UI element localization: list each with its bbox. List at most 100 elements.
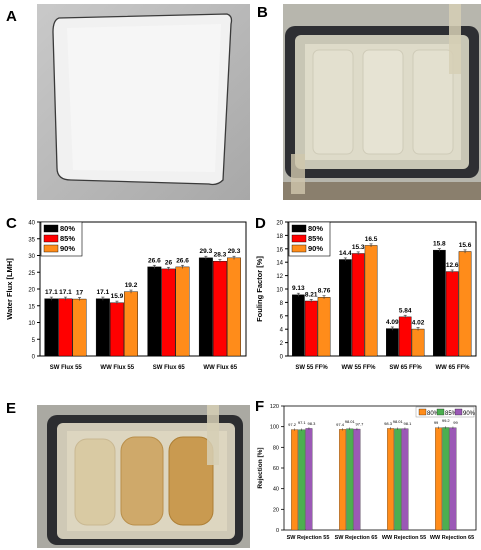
bar-1 bbox=[339, 259, 352, 357]
data-label: 9.13 bbox=[292, 285, 305, 292]
y-tick-label: 0 bbox=[276, 528, 279, 534]
data-label: 97.4 bbox=[336, 422, 345, 427]
data-label: 5.84 bbox=[399, 307, 412, 314]
data-label: 26 bbox=[165, 259, 173, 266]
bar-2 bbox=[445, 271, 459, 357]
photo-b-module bbox=[283, 4, 481, 200]
y-tick-label: 12 bbox=[276, 274, 283, 280]
y-tick-label: 20 bbox=[276, 221, 283, 227]
data-label: 15.3 bbox=[352, 244, 365, 251]
bar-1 bbox=[95, 298, 110, 357]
bar-3 bbox=[175, 266, 190, 357]
y-axis-label: Rejection [%] bbox=[257, 447, 264, 488]
data-label: 15.6 bbox=[459, 242, 472, 249]
data-label: 98.3 bbox=[308, 421, 317, 426]
data-label: 26.6 bbox=[148, 257, 161, 264]
y-tick-label: 20 bbox=[273, 507, 279, 513]
bar-2 bbox=[442, 427, 450, 531]
y-tick-label: 4 bbox=[280, 328, 284, 334]
bar-3 bbox=[353, 428, 361, 531]
legend-swatch-2 bbox=[291, 234, 307, 243]
y-tick-label: 2 bbox=[280, 341, 284, 347]
legend-swatch-3 bbox=[454, 408, 463, 416]
bar-1 bbox=[147, 266, 162, 357]
bar-3 bbox=[458, 251, 472, 357]
bar-1 bbox=[387, 428, 395, 531]
legend-label-2: 85% bbox=[445, 411, 458, 417]
y-tick-label: 5 bbox=[32, 338, 36, 344]
legend-label-3: 90% bbox=[463, 411, 476, 417]
x-category-label: WW 65 FF% bbox=[436, 365, 471, 371]
bar-2 bbox=[394, 428, 402, 531]
bar-2 bbox=[58, 298, 73, 357]
y-tick-label: 40 bbox=[28, 221, 35, 227]
bar-1 bbox=[433, 249, 446, 357]
legend-swatch-1 bbox=[43, 224, 59, 233]
bar-3 bbox=[364, 245, 378, 357]
data-label: 29.3 bbox=[200, 248, 213, 255]
data-label: 17.1 bbox=[59, 289, 72, 296]
bar-1 bbox=[435, 427, 443, 531]
bar-2 bbox=[346, 428, 354, 531]
bar-3 bbox=[227, 257, 241, 357]
bar-3 bbox=[411, 328, 425, 357]
bar-3 bbox=[72, 298, 87, 357]
data-label: 98.01 bbox=[345, 419, 356, 424]
x-category-label: SW Rejection 55 bbox=[287, 535, 330, 541]
x-category-label: WW Flux 55 bbox=[100, 365, 134, 371]
data-label: 98.3 bbox=[384, 421, 393, 426]
bar-2 bbox=[110, 302, 124, 357]
bar-3 bbox=[401, 428, 409, 531]
x-category-label: WW Rejection 55 bbox=[382, 535, 426, 541]
legend-box bbox=[415, 406, 475, 418]
y-tick-label: 16 bbox=[276, 247, 283, 253]
data-label: 17.1 bbox=[45, 289, 58, 296]
legend-swatch-3 bbox=[43, 244, 59, 253]
x-category-label: WW Rejection 65 bbox=[430, 535, 474, 541]
bar-3 bbox=[317, 297, 331, 357]
bar-1 bbox=[386, 328, 399, 357]
x-category-label: SW Flux 55 bbox=[50, 365, 83, 371]
bar-2 bbox=[298, 429, 306, 531]
data-label: 29.3 bbox=[228, 248, 241, 255]
y-tick-label: 25 bbox=[28, 271, 35, 277]
legend-swatch-1 bbox=[291, 224, 307, 233]
panel-label-e: E bbox=[6, 400, 17, 417]
bar-2 bbox=[213, 260, 227, 357]
legend-swatch-2 bbox=[436, 408, 445, 416]
data-label: 26.6 bbox=[176, 257, 189, 264]
y-tick-label: 100 bbox=[270, 425, 279, 431]
data-label: 99.2 bbox=[442, 418, 451, 423]
x-category-label: SW Flux 65 bbox=[153, 365, 186, 371]
legend-swatch-2 bbox=[43, 234, 59, 243]
x-category-label: SW 65 FF% bbox=[389, 365, 422, 371]
photo-e-fouled-module bbox=[37, 405, 250, 548]
data-label: 98.01 bbox=[393, 419, 404, 424]
data-label: 99 bbox=[434, 420, 439, 425]
y-tick-label: 20 bbox=[28, 288, 35, 294]
panel-label-f: F bbox=[255, 398, 265, 415]
data-label: 15.8 bbox=[433, 241, 446, 248]
legend-label-1: 80% bbox=[427, 411, 440, 417]
y-tick-label: 60 bbox=[273, 466, 279, 472]
legend-swatch-1 bbox=[418, 408, 427, 416]
panel-label-c: C bbox=[6, 215, 17, 232]
data-label: 14.4 bbox=[339, 250, 352, 257]
data-label: 4.02 bbox=[412, 319, 425, 326]
y-tick-label: 80 bbox=[273, 445, 279, 451]
data-label: 17.1 bbox=[97, 289, 110, 296]
data-label: 8.21 bbox=[305, 291, 318, 298]
legend-label-3: 90% bbox=[308, 244, 323, 253]
data-label: 97.1 bbox=[298, 420, 307, 425]
bar-1 bbox=[44, 298, 59, 357]
y-axis-label: Fouling Factor [%] bbox=[255, 256, 264, 322]
legend-swatch-3 bbox=[291, 244, 307, 253]
data-label: 17 bbox=[76, 289, 84, 296]
y-tick-label: 6 bbox=[280, 314, 284, 320]
panel-label-d: D bbox=[255, 215, 266, 232]
bar-2 bbox=[398, 316, 412, 357]
x-category-label: SW Rejection 65 bbox=[335, 535, 378, 541]
legend-label-1: 80% bbox=[308, 224, 323, 233]
